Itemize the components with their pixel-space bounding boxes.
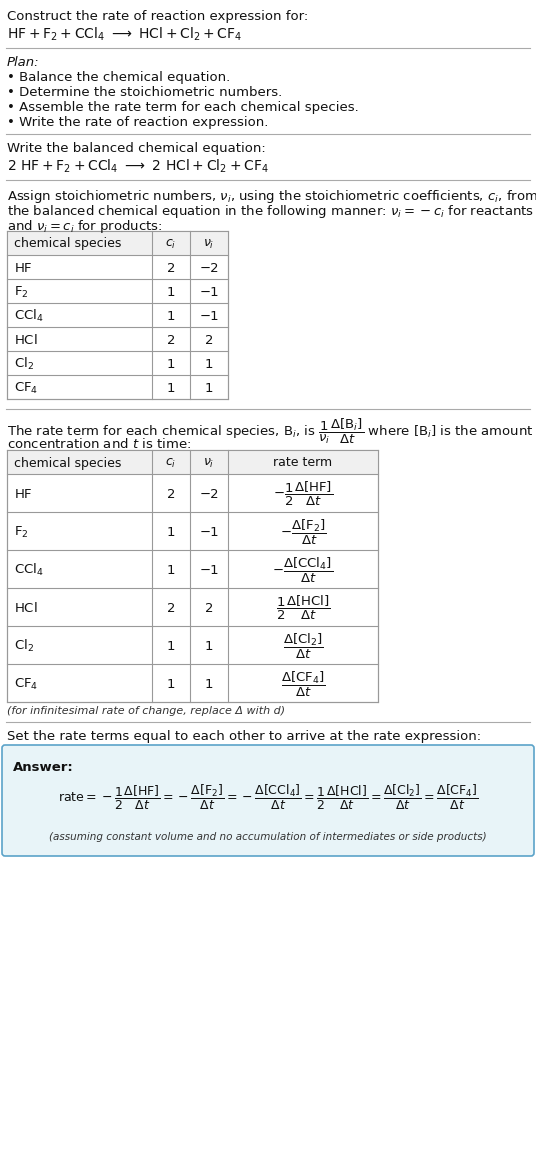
Text: $c_i$: $c_i$	[166, 238, 177, 250]
Text: $\dfrac{\Delta[\mathrm{Cl_2}]}{\Delta t}$: $\dfrac{\Delta[\mathrm{Cl_2}]}{\Delta t}…	[282, 632, 323, 661]
Text: $\mathrm{CCl_4}$: $\mathrm{CCl_4}$	[14, 562, 43, 578]
Text: (for infinitesimal rate of change, replace Δ with d): (for infinitesimal rate of change, repla…	[7, 706, 285, 716]
FancyBboxPatch shape	[2, 745, 534, 856]
Bar	[7, 450, 378, 474]
Text: $\mathrm{HCl}$: $\mathrm{HCl}$	[14, 601, 38, 615]
Text: 1: 1	[167, 285, 175, 298]
Text: $\dfrac{\Delta[\mathrm{CF_4}]}{\Delta t}$: $\dfrac{\Delta[\mathrm{CF_4}]}{\Delta t}…	[281, 669, 325, 698]
Text: 2: 2	[167, 262, 175, 275]
Text: 1: 1	[205, 677, 213, 690]
Text: 1: 1	[167, 381, 175, 394]
Text: $\mathrm{CF_4}$: $\mathrm{CF_4}$	[14, 676, 39, 691]
Text: • Determine the stoichiometric numbers.: • Determine the stoichiometric numbers.	[7, 87, 282, 99]
Text: 2: 2	[205, 333, 213, 346]
Text: $\mathrm{CCl_4}$: $\mathrm{CCl_4}$	[14, 308, 43, 324]
Text: concentration and $t$ is time:: concentration and $t$ is time:	[7, 438, 191, 450]
Text: (assuming constant volume and no accumulation of intermediates or side products): (assuming constant volume and no accumul…	[49, 832, 487, 842]
Text: the balanced chemical equation in the following manner: $\nu_i = -c_i$ for react: the balanced chemical equation in the fo…	[7, 204, 534, 220]
Text: $\mathrm{HF + F_2 + CCl_4 \ \longrightarrow \ HCl + Cl_2 + CF_4}$: $\mathrm{HF + F_2 + CCl_4 \ \longrightar…	[7, 26, 242, 43]
Text: 1: 1	[205, 381, 213, 394]
Text: $\mathrm{Cl_2}$: $\mathrm{Cl_2}$	[14, 638, 34, 654]
Bar	[7, 230, 228, 255]
Text: −2: −2	[199, 488, 219, 501]
Text: $\dfrac{1}{2}\dfrac{\Delta[\mathrm{HCl}]}{\Delta t}$: $\dfrac{1}{2}\dfrac{\Delta[\mathrm{HCl}]…	[276, 594, 330, 622]
Text: The rate term for each chemical species, $\mathrm{B}_i$, is $\dfrac{1}{\nu_i}\df: The rate term for each chemical species,…	[7, 417, 533, 446]
Text: −1: −1	[199, 310, 219, 323]
Text: $\mathrm{CF_4}$: $\mathrm{CF_4}$	[14, 380, 39, 395]
Text: $-\dfrac{1}{2}\dfrac{\Delta[\mathrm{HF}]}{\Delta t}$: $-\dfrac{1}{2}\dfrac{\Delta[\mathrm{HF}]…	[273, 480, 333, 508]
Text: 1: 1	[167, 310, 175, 323]
Text: chemical species: chemical species	[14, 238, 121, 250]
Text: 1: 1	[167, 677, 175, 690]
Text: −2: −2	[199, 262, 219, 275]
Text: $\mathrm{Cl_2}$: $\mathrm{Cl_2}$	[14, 356, 34, 372]
Text: −1: −1	[199, 285, 219, 298]
Text: $\mathrm{HF}$: $\mathrm{HF}$	[14, 262, 33, 275]
Text: 1: 1	[167, 564, 175, 577]
Text: Write the balanced chemical equation:: Write the balanced chemical equation:	[7, 142, 266, 154]
Text: 1: 1	[167, 640, 175, 653]
Text: 1: 1	[167, 358, 175, 371]
Text: 2: 2	[167, 333, 175, 346]
Text: Plan:: Plan:	[7, 56, 40, 69]
Text: $\mathrm{F_2}$: $\mathrm{F_2}$	[14, 284, 28, 300]
Text: $\mathrm{HCl}$: $\mathrm{HCl}$	[14, 333, 38, 347]
Text: 2: 2	[167, 488, 175, 501]
Text: and $\nu_i = c_i$ for products:: and $\nu_i = c_i$ for products:	[7, 218, 162, 235]
Text: chemical species: chemical species	[14, 456, 121, 469]
Text: −1: −1	[199, 525, 219, 538]
Text: $-\dfrac{\Delta[\mathrm{F_2}]}{\Delta t}$: $-\dfrac{\Delta[\mathrm{F_2}]}{\Delta t}…	[280, 517, 326, 546]
Text: $-\dfrac{\Delta[\mathrm{CCl_4}]}{\Delta t}$: $-\dfrac{\Delta[\mathrm{CCl_4}]}{\Delta …	[272, 556, 333, 585]
Text: Construct the rate of reaction expression for:: Construct the rate of reaction expressio…	[7, 11, 308, 23]
Text: $\mathrm{rate} = -\dfrac{1}{2}\dfrac{\Delta[\mathrm{HF}]}{\Delta t} = -\dfrac{\D: $\mathrm{rate} = -\dfrac{1}{2}\dfrac{\De…	[58, 783, 478, 812]
Text: 1: 1	[167, 525, 175, 538]
Text: 2: 2	[167, 601, 175, 614]
Text: $c_i$: $c_i$	[166, 456, 177, 469]
Text: Assign stoichiometric numbers, $\nu_i$, using the stoichiometric coefficients, $: Assign stoichiometric numbers, $\nu_i$, …	[7, 188, 536, 205]
Text: 1: 1	[205, 358, 213, 371]
Text: 2: 2	[205, 601, 213, 614]
Text: • Assemble the rate term for each chemical species.: • Assemble the rate term for each chemic…	[7, 101, 359, 113]
Text: • Write the rate of reaction expression.: • Write the rate of reaction expression.	[7, 116, 269, 129]
Text: $\nu_i$: $\nu_i$	[203, 456, 215, 469]
Bar	[7, 450, 378, 702]
Text: 1: 1	[205, 640, 213, 653]
Text: $\mathrm{F_2}$: $\mathrm{F_2}$	[14, 524, 28, 539]
Bar	[7, 230, 228, 399]
Text: Answer:: Answer:	[13, 760, 74, 775]
Text: rate term: rate term	[273, 456, 332, 469]
Text: Set the rate terms equal to each other to arrive at the rate expression:: Set the rate terms equal to each other t…	[7, 730, 481, 743]
Text: • Balance the chemical equation.: • Balance the chemical equation.	[7, 71, 230, 84]
Text: $\mathrm{2\ HF + F_2 + CCl_4 \ \longrightarrow \ 2\ HCl + Cl_2 + CF_4}$: $\mathrm{2\ HF + F_2 + CCl_4 \ \longrigh…	[7, 158, 269, 176]
Text: $\mathrm{HF}$: $\mathrm{HF}$	[14, 488, 33, 501]
Text: −1: −1	[199, 564, 219, 577]
Text: $\nu_i$: $\nu_i$	[203, 238, 215, 250]
